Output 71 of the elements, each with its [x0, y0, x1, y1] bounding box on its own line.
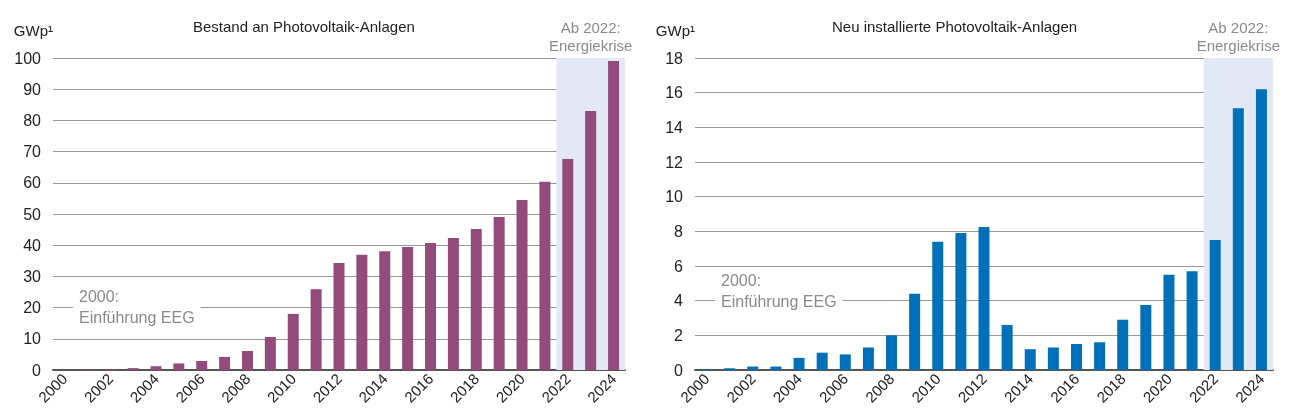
bar [839, 354, 851, 370]
bar [356, 254, 368, 370]
bar [562, 159, 574, 370]
y-tick-label: 50 [23, 205, 42, 223]
annotation: 2000: Einführung EEG [79, 288, 195, 326]
bar [793, 357, 805, 370]
y-tick-label: 20 [23, 299, 42, 317]
bar [493, 217, 505, 370]
y-tick-label: 70 [23, 143, 42, 161]
chart-title: Neu installierte Photovoltaik-Anlagen [832, 18, 1078, 35]
band-label: Ab 2022: Energiekrise [1196, 18, 1281, 54]
bar [932, 241, 944, 370]
y-tick-label: 30 [23, 267, 42, 285]
bar [150, 366, 162, 370]
y-tick-label: 10 [23, 330, 42, 348]
y-tick-label: 12 [665, 153, 684, 171]
y-tick-label: 2 [674, 326, 684, 344]
bar [955, 233, 967, 370]
y-tick-label: 100 [14, 49, 42, 67]
bar [1117, 319, 1129, 370]
bar [1070, 344, 1082, 370]
annotation: 2000: Einführung EEG [721, 272, 837, 310]
bar [539, 181, 551, 370]
bar [978, 227, 990, 370]
y-tick-label: 40 [23, 236, 42, 254]
bar [402, 247, 414, 370]
bar [470, 228, 482, 370]
y-tick-label: 18 [665, 49, 684, 67]
bar [196, 360, 208, 370]
y-tick-label: 0 [674, 361, 684, 379]
bar [219, 356, 231, 370]
bar [909, 293, 921, 370]
bar [447, 238, 459, 370]
y-tick-label: 60 [23, 174, 42, 192]
y-tick-label: 0 [32, 361, 42, 379]
bar [1209, 240, 1221, 370]
bar [1024, 349, 1036, 370]
bar [862, 347, 874, 370]
bar [1094, 342, 1106, 370]
bar [608, 61, 620, 370]
bar [816, 352, 828, 370]
chart-title: Bestand an Photovoltaik-Anlagen [193, 18, 415, 35]
bar [1001, 324, 1013, 370]
y-tick-label: 6 [674, 257, 684, 275]
y-axis-title: GWp¹ [13, 22, 53, 39]
y-tick-label: 80 [23, 111, 42, 129]
band-label: Ab 2022: Energiekrise [548, 18, 633, 54]
bar [585, 111, 597, 370]
y-tick-label: 16 [665, 84, 684, 102]
bar [1255, 89, 1267, 370]
bar [1047, 347, 1059, 370]
y-axis-title: GWp¹ [655, 22, 695, 39]
bar [333, 262, 345, 370]
bar [241, 350, 253, 370]
bar [310, 289, 322, 370]
bar [516, 199, 528, 370]
bar [379, 251, 391, 370]
bar [287, 313, 299, 370]
y-tick-label: 8 [674, 222, 684, 240]
y-tick-label: 90 [23, 80, 42, 98]
bar [173, 363, 185, 370]
bar [1140, 305, 1152, 370]
bar [425, 243, 437, 370]
bar [886, 335, 898, 370]
y-tick-label: 4 [674, 292, 684, 310]
bar [1186, 271, 1198, 370]
y-tick-label: 14 [665, 118, 684, 136]
y-tick-label: 10 [665, 188, 684, 206]
bar [1163, 274, 1175, 370]
bar [1232, 108, 1244, 370]
bar [264, 336, 276, 370]
